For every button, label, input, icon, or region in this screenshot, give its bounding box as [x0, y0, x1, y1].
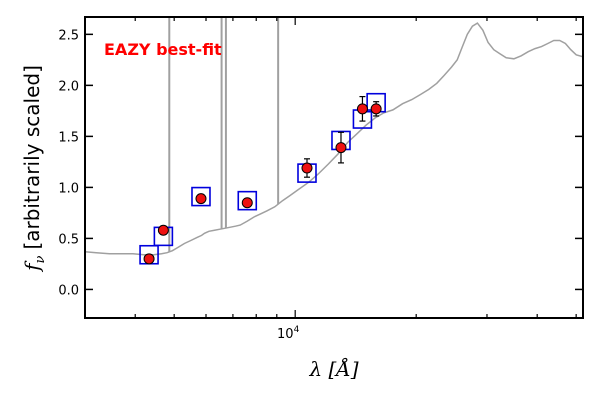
- x-axis: 104: [84, 17, 577, 342]
- model-flux-square-4: [237, 190, 258, 211]
- observed-flux-point-7: [356, 103, 368, 115]
- observed-flux-point-4: [241, 197, 253, 209]
- plot-background: [85, 17, 583, 318]
- x-tick-label-exponent: 4: [294, 325, 300, 335]
- y-tick-label: 1.0: [58, 181, 79, 196]
- y-axis-label-rest: [arbitrarily scaled]: [20, 65, 44, 249]
- y-tick-label: 0.5: [58, 232, 79, 247]
- observed-flux-point-8: [370, 103, 382, 115]
- x-tick-label-base: 10: [277, 327, 294, 342]
- y-axis-label-sub: ν: [33, 255, 48, 263]
- model-flux-square-3: [191, 186, 211, 207]
- observed-flux-point-2: [157, 224, 169, 236]
- y-axis: 0.0 0.5 1.0 1.5 2.0 2.5: [58, 28, 583, 298]
- observed-flux-point-1: [143, 253, 155, 265]
- plot-area: [85, 17, 583, 265]
- x-axis-label: λ [Å]: [308, 356, 358, 381]
- observed-photometry-layer: [143, 95, 382, 265]
- plot-frame: [84, 16, 584, 319]
- y-axis-label-group: fν[arbitrarily scaled]: [20, 65, 48, 273]
- observed-flux-point-3: [195, 193, 207, 205]
- y-tick-label: 1.5: [58, 130, 79, 145]
- y-tick-label: 2.0: [58, 79, 79, 94]
- y-axis-label: fν[arbitrarily scaled]: [20, 65, 48, 273]
- observed-flux-point-5: [301, 162, 313, 174]
- y-tick-label: 2.5: [58, 28, 79, 43]
- y-tick-label: 0.0: [58, 283, 79, 298]
- annotation-label: EAZY best-fit: [104, 40, 222, 59]
- x-tick-label: 104: [277, 325, 300, 342]
- observed-flux-point-6: [335, 142, 347, 154]
